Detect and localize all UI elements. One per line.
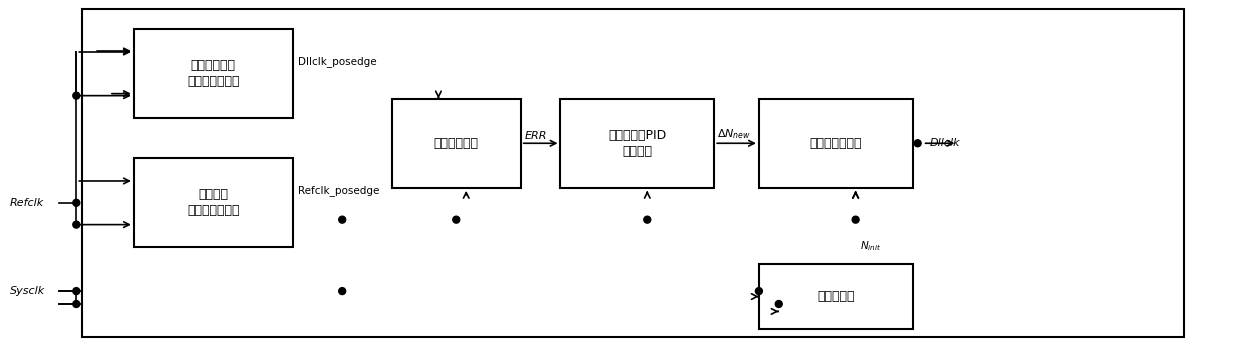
Text: ERR: ERR xyxy=(525,131,547,141)
Bar xyxy=(82,9,1183,337)
Circle shape xyxy=(339,216,346,223)
Text: $N_{init}$: $N_{init}$ xyxy=(859,240,882,253)
Text: 控制模块: 控制模块 xyxy=(622,145,652,158)
Circle shape xyxy=(73,221,79,228)
Text: 误差计数模块: 误差计数模块 xyxy=(434,137,479,150)
Text: 上升沿检测模块: 上升沿检测模块 xyxy=(187,75,239,88)
Text: 逐步逼近式PID: 逐步逼近式PID xyxy=(609,129,666,142)
Circle shape xyxy=(914,140,921,147)
Text: Refclk_posedge: Refclk_posedge xyxy=(298,185,379,196)
Bar xyxy=(560,99,714,188)
Bar xyxy=(134,29,293,119)
Circle shape xyxy=(755,288,763,295)
Text: Dllclk_posedge: Dllclk_posedge xyxy=(298,56,376,67)
Circle shape xyxy=(339,288,346,295)
Text: Refclk: Refclk xyxy=(10,198,45,208)
Circle shape xyxy=(644,216,651,223)
Text: 上升沿检测模块: 上升沿检测模块 xyxy=(187,204,239,217)
Text: 可变模分频模块: 可变模分频模块 xyxy=(810,137,862,150)
Circle shape xyxy=(73,199,79,206)
Bar xyxy=(759,99,913,188)
Text: 参考时钟: 参考时钟 xyxy=(198,188,228,201)
Circle shape xyxy=(73,288,79,295)
Text: 初始化模块: 初始化模块 xyxy=(817,290,854,303)
Bar xyxy=(392,99,521,188)
Text: 锁相输出时钟: 锁相输出时钟 xyxy=(191,59,236,72)
Circle shape xyxy=(73,301,79,308)
Circle shape xyxy=(73,92,79,99)
Bar xyxy=(134,158,293,247)
Text: $\Delta N_{new}$: $\Delta N_{new}$ xyxy=(717,127,751,141)
Circle shape xyxy=(775,301,782,308)
Circle shape xyxy=(453,216,460,223)
Circle shape xyxy=(852,216,859,223)
Text: Dllclk: Dllclk xyxy=(930,138,960,148)
Text: Sysclk: Sysclk xyxy=(10,286,45,296)
Bar xyxy=(759,264,913,329)
